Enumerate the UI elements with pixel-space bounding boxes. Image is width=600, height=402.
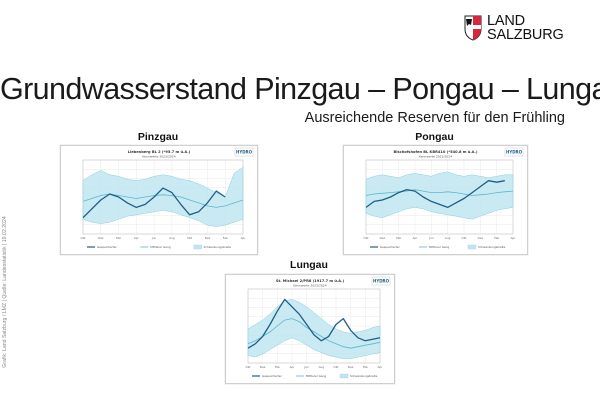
page-subtitle: Ausreichende Reserven für den Frühling xyxy=(304,110,565,126)
x-tick-label: Feb xyxy=(363,365,368,369)
x-tick-label: Dez xyxy=(348,365,354,369)
x-tick-label: Okt xyxy=(462,236,468,240)
x-tick-label: Aug xyxy=(169,236,175,240)
series-gespeicherter xyxy=(82,187,226,219)
series-gespeicherter xyxy=(247,298,381,349)
legend-label: Schwankungsbreite xyxy=(350,374,378,378)
legend-label: Schwankungsbreite xyxy=(204,245,232,249)
series-schwankungsbreite xyxy=(365,171,514,220)
x-tick-label: Feb xyxy=(275,365,280,369)
x-tick-label: Apr xyxy=(378,365,384,369)
hydro-badge-label: HYDRO xyxy=(506,150,523,155)
hydro-badge xyxy=(371,276,391,286)
side-credit: Grafik: Land Salzburg / LMZ | Quelle: La… xyxy=(2,216,8,368)
chart-title: Bischofshofen BL KBR410 (*540.8 m ü.A.) xyxy=(393,150,477,154)
chart-lungau: St. Michael 2/PR8 (1917.7 m ü.A.)Kennwer… xyxy=(246,276,391,379)
chart-panel-pongau: Bischofshofen BL KBR410 (*540.8 m ü.A.) K… xyxy=(343,145,528,255)
logo-line-1: LAND xyxy=(487,13,525,29)
series-schwankungsbreite xyxy=(82,166,244,227)
panel-title-pongau: Pongau xyxy=(415,131,454,143)
x-tick-label: Okt xyxy=(246,365,252,369)
legend-label: Gespeicherter xyxy=(97,245,118,249)
x-tick-label: Apr xyxy=(134,236,140,240)
chart-subtitle: Kennwerte 2023/2024 xyxy=(419,155,452,159)
x-tick-label: Aug xyxy=(445,236,451,240)
series-schwankungsbreite xyxy=(247,299,381,359)
x-tick-label: Apr xyxy=(290,365,296,369)
series-gespeicherter xyxy=(365,180,505,209)
coat-of-arms-icon xyxy=(464,15,482,41)
x-tick-label: Dez xyxy=(260,365,266,369)
chart-subtitle: Kennwerte 2023/2024 xyxy=(293,284,326,288)
x-tick-label: Okt xyxy=(81,236,87,240)
x-tick-label: Feb xyxy=(116,236,121,240)
hydro-badge xyxy=(504,147,524,157)
page-title: Grundwasserstand Pinzgau – Pongau – Lung… xyxy=(0,72,600,106)
logo-line-2: SALZBURG xyxy=(487,27,564,43)
hydro-badge-label: HYDRO xyxy=(373,279,390,284)
x-tick-label: Dez xyxy=(205,236,211,240)
x-tick-label: Aug xyxy=(319,365,325,369)
x-tick-label: Dez xyxy=(380,236,386,240)
x-tick-label: Apr xyxy=(511,236,517,240)
legend-label: Mittlerer Gang xyxy=(306,374,326,378)
hydro-badge xyxy=(234,147,254,157)
legend-label: Mittlerer Gang xyxy=(429,245,449,249)
x-tick-label: Apr xyxy=(413,236,419,240)
series-mittlerer-gang xyxy=(365,189,514,196)
x-tick-label: Jun xyxy=(428,236,434,240)
legend-label: Gespeicherter xyxy=(262,374,283,378)
x-tick-label: Okt xyxy=(334,365,340,369)
chart-title: St. Michael 2/PR8 (1917.7 m ü.A.) xyxy=(276,279,345,283)
x-tick-label: Dez xyxy=(478,236,484,240)
chart-subtitle: Kennwerte 2023/2024 xyxy=(142,155,175,159)
x-tick-label: Feb xyxy=(223,236,228,240)
land-salzburg-logo: LAND SALZBURG xyxy=(464,14,574,50)
legend-swatch xyxy=(339,373,349,379)
panel-title-pinzgau: Pinzgau xyxy=(137,131,179,143)
chart-pinzgau: Liebenberg BL 2 (*95.7 m ü.A.)Kennwerte … xyxy=(81,147,254,250)
chart-panel-pinzgau: Liebenberg BL 2 (*95.7 m ü.A.) Kennwerte … xyxy=(60,145,258,255)
x-tick-label: Jun xyxy=(303,365,309,369)
hydro-badge-label: HYDRO xyxy=(236,150,253,155)
x-tick-label: Feb xyxy=(396,236,401,240)
legend-label: Schwankungsbreite xyxy=(478,245,506,249)
x-tick-label: Okt xyxy=(364,236,370,240)
x-tick-label: Dez xyxy=(98,236,104,240)
x-tick-label: Apr xyxy=(241,236,247,240)
chart-panel-lungau: St. Michael 2/PR8 (1917.7 m ü.A.) Kennwer… xyxy=(225,274,395,384)
series-mittlerer-gang xyxy=(247,318,381,349)
chart-title: Liebenberg BL 2 (*95.7 m ü.A.) xyxy=(128,150,191,154)
legend-swatch xyxy=(467,244,477,250)
legend-label: Mittlerer Gang xyxy=(150,245,170,249)
x-tick-label: Okt xyxy=(187,236,193,240)
chart-pongau: Bischofshofen BL KBR410 (*540.8 m ü.A.)K… xyxy=(364,147,524,250)
x-tick-label: Jun xyxy=(151,236,157,240)
panel-title-lungau: Lungau xyxy=(290,259,328,271)
legend-swatch xyxy=(193,244,202,250)
logo-wordmark: LAND SALZBURG xyxy=(487,13,564,43)
x-tick-label: Feb xyxy=(494,236,499,240)
legend-label: Gespeicherter xyxy=(380,245,401,249)
